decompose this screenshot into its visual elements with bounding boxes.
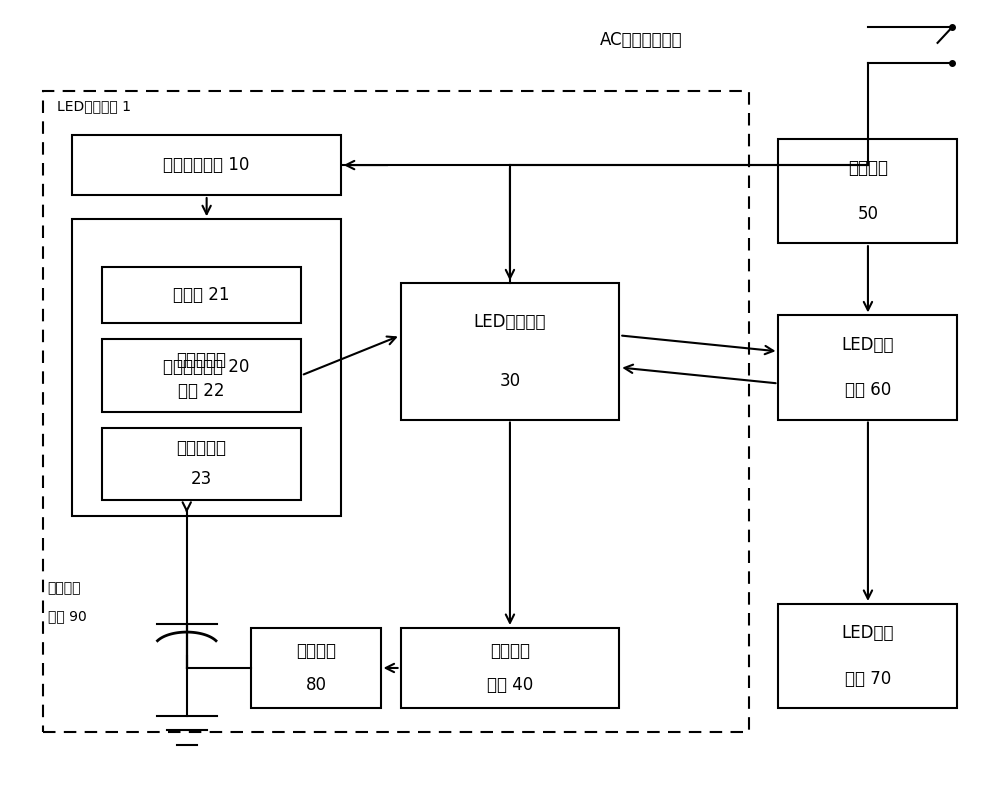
- Text: 30: 30: [499, 372, 521, 390]
- Bar: [778, 316, 957, 420]
- Text: 电路 60: 电路 60: [845, 381, 891, 399]
- Text: 50: 50: [857, 205, 878, 223]
- Bar: [102, 428, 301, 500]
- Text: 80: 80: [306, 676, 327, 694]
- Text: 组件 70: 组件 70: [845, 670, 891, 688]
- Text: 整流单元: 整流单元: [848, 160, 888, 178]
- Text: 计时控制逻辑 20: 计时控制逻辑 20: [163, 358, 250, 376]
- Text: 电源供应: 电源供应: [490, 642, 530, 659]
- Bar: [401, 628, 619, 708]
- Text: 电源侦测单元 10: 电源侦测单元 10: [163, 156, 250, 174]
- Text: LED发光: LED发光: [842, 625, 894, 642]
- Text: 恢复缓存器: 恢复缓存器: [177, 439, 227, 457]
- Text: 模块 22: 模块 22: [178, 383, 225, 400]
- Bar: [401, 283, 619, 420]
- Text: 震荡器 21: 震荡器 21: [173, 286, 230, 304]
- Bar: [778, 604, 957, 708]
- Text: LED调光驱动: LED调光驱动: [474, 313, 546, 331]
- Bar: [251, 628, 381, 708]
- Text: 挥发性记忆: 挥发性记忆: [177, 351, 227, 369]
- Text: 23: 23: [191, 470, 212, 488]
- Text: LED驱动: LED驱动: [842, 336, 894, 353]
- Text: 电容 90: 电容 90: [48, 609, 86, 623]
- Bar: [43, 91, 749, 732]
- Text: LED驱动系统 1: LED驱动系统 1: [57, 99, 131, 113]
- Text: 单元 40: 单元 40: [487, 676, 533, 694]
- Bar: [102, 340, 301, 412]
- Bar: [72, 220, 341, 516]
- Text: 开关单元: 开关单元: [296, 642, 336, 659]
- Bar: [778, 139, 957, 243]
- Bar: [72, 135, 341, 195]
- Text: AC市电交流电压: AC市电交流电压: [599, 31, 682, 49]
- Text: 电源维持: 电源维持: [48, 581, 81, 595]
- Bar: [102, 267, 301, 324]
